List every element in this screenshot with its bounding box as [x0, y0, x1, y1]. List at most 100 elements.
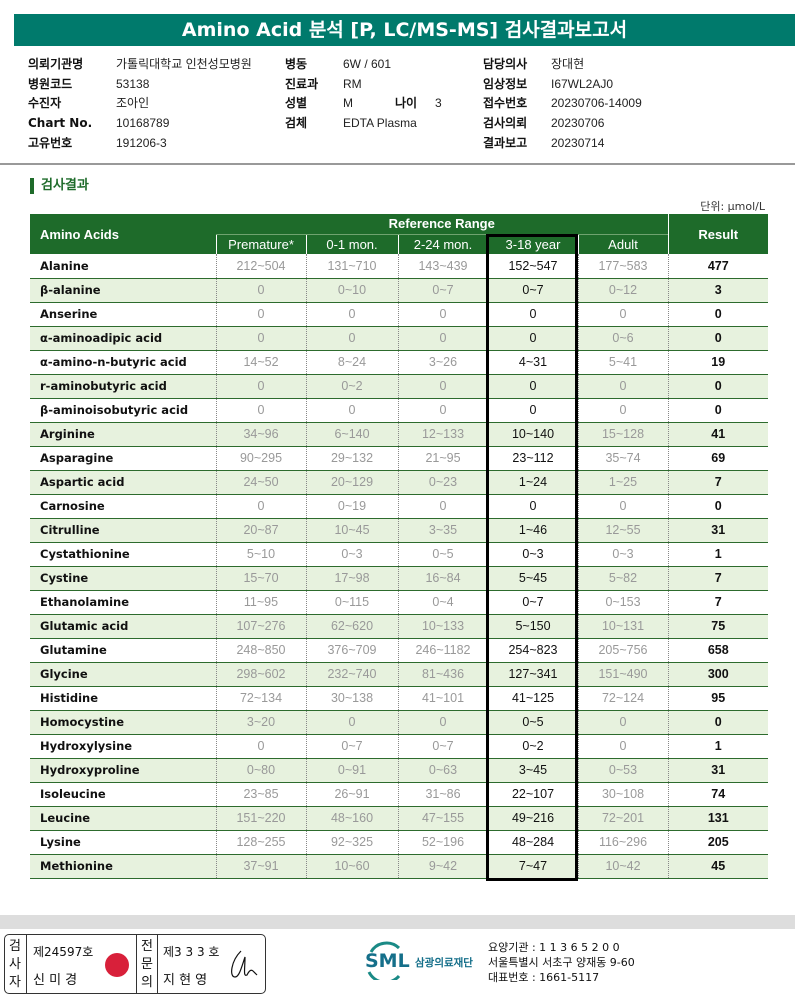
amino-acid-name: Hydroxyproline: [30, 758, 216, 783]
result-value: 74: [667, 782, 768, 807]
reference-range-cell: 0: [577, 494, 668, 519]
reference-range-cell: 107~276: [215, 614, 306, 639]
section-title: 검사결과: [30, 178, 89, 194]
reference-range-cell: 0: [305, 398, 398, 423]
result-value: 31: [667, 758, 768, 783]
reference-range-cell: 4~31: [487, 350, 578, 375]
reference-range-cell: 143~439: [397, 254, 488, 279]
result-value: 7: [667, 566, 768, 591]
reference-range-cell: 29~132: [305, 446, 398, 471]
reference-range-cell: 5~41: [577, 350, 668, 375]
reference-range-cell: 92~325: [305, 830, 398, 855]
reference-range-cell: 48~284: [487, 830, 578, 855]
signature-box: 검사자 제24597호 신 미 경 전문의 제3 3 3 호 지 현 영: [4, 934, 266, 994]
reference-range-cell: 0~2: [487, 734, 578, 759]
info-label: Chart No.: [28, 116, 93, 130]
amino-acid-name: α-amino-n-butyric acid: [30, 350, 216, 375]
unit-label: 단위: μmol/L: [700, 200, 765, 213]
tester-name: 신 미 경: [33, 973, 78, 988]
reference-range-cell: 0: [215, 326, 306, 351]
divider: [157, 935, 158, 993]
header-range-2: 2-24 mon.: [397, 233, 488, 254]
reference-range-cell: 0~5: [397, 542, 488, 567]
reference-range-cell: 0: [577, 734, 668, 759]
reference-range-cell: 246~1182: [397, 638, 488, 663]
reference-range-cell: 376~709: [305, 638, 398, 663]
reference-range-cell: 3~35: [397, 518, 488, 543]
reference-range-cell: 0: [487, 494, 578, 519]
result-value: 3: [667, 278, 768, 303]
reference-range-cell: 1~25: [577, 470, 668, 495]
reference-range-cell: 21~95: [397, 446, 488, 471]
table-row: Carnosine 0 0~19 0 0 0 0: [30, 494, 768, 519]
info-label: 접수번호: [483, 96, 528, 110]
reference-range-cell: 10~60: [305, 854, 398, 879]
reference-range-cell: 0: [305, 326, 398, 351]
amino-acid-name: Methionine: [30, 854, 216, 879]
info-value: 6W / 601: [343, 57, 392, 71]
reference-range-cell: 30~108: [577, 782, 668, 807]
info-value: RM: [343, 77, 362, 91]
reference-range-cell: 0~3: [487, 542, 578, 567]
info-value: 3: [435, 96, 442, 110]
amino-acid-name: α-aminoadipic acid: [30, 326, 216, 351]
reference-range-cell: 0~91: [305, 758, 398, 783]
table-row: Hydroxylysine 0 0~7 0~7 0~2 0 1: [30, 734, 768, 759]
table-row: Homocystine 3~20 0 0 0~5 0 0: [30, 710, 768, 735]
reference-range-cell: 0~2: [305, 374, 398, 399]
reference-range-cell: 0~63: [397, 758, 488, 783]
reference-range-cell: 35~74: [577, 446, 668, 471]
report-title: Amino Acid 분석 [P, LC/MS-MS] 검사결과보고서: [14, 14, 795, 46]
header-result: Result: [667, 214, 768, 254]
reference-range-cell: 0: [215, 374, 306, 399]
reference-range-cell: 0~7: [487, 278, 578, 303]
table-row: Anserine 0 0 0 0 0 0: [30, 302, 768, 327]
info-label: 나이: [395, 96, 418, 110]
info-value: 10168789: [116, 116, 170, 130]
table-row: Lysine 128~255 92~325 52~196 48~284 116~296 20…: [30, 830, 768, 855]
result-value: 69: [667, 446, 768, 471]
result-value: 19: [667, 350, 768, 375]
info-label: 병원코드: [28, 77, 73, 91]
table-row: Cystathionine 5~10 0~3 0~5 0~3 0~3 1: [30, 542, 768, 567]
reference-range-cell: 5~82: [577, 566, 668, 591]
reference-range-cell: 30~138: [305, 686, 398, 711]
result-value: 0: [667, 326, 768, 351]
reference-range-cell: 0: [215, 494, 306, 519]
result-value: 7: [667, 470, 768, 495]
reference-range-cell: 90~295: [215, 446, 306, 471]
amino-acid-name: Isoleucine: [30, 782, 216, 807]
reference-range-cell: 0~23: [397, 470, 488, 495]
info-label: 임상정보: [483, 77, 528, 91]
result-value: 1: [667, 734, 768, 759]
info-value: 장대현: [551, 57, 585, 71]
reference-range-cell: 248~850: [215, 638, 306, 663]
reference-range-cell: 6~140: [305, 422, 398, 447]
results-table: Amino Acids Reference Range Result Prema…: [30, 214, 768, 879]
signature-icon: [231, 950, 258, 978]
reference-range-cell: 0: [487, 398, 578, 423]
amino-acid-name: Glycine: [30, 662, 216, 687]
amino-acid-name: Aspartic acid: [30, 470, 216, 495]
reference-range-cell: 10~140: [487, 422, 578, 447]
reference-range-cell: 0: [487, 374, 578, 399]
reference-range-cell: 0: [215, 278, 306, 303]
table-row: Citrulline 20~87 10~45 3~35 1~46 12~55 31: [30, 518, 768, 543]
reference-range-cell: 177~583: [577, 254, 668, 279]
reference-range-cell: 81~436: [397, 662, 488, 687]
reference-range-cell: 8~24: [305, 350, 398, 375]
doctor-name: 지 현 영: [163, 973, 208, 988]
reference-range-cell: 0: [215, 398, 306, 423]
reference-range-cell: 1~46: [487, 518, 578, 543]
reference-range-cell: 10~42: [577, 854, 668, 879]
reference-range-cell: 0~10: [305, 278, 398, 303]
info-label: 의뢰기관명: [28, 57, 84, 71]
sml-logo: SML 삼광의료재단: [365, 940, 485, 980]
table-row: Arginine 34~96 6~140 12~133 10~140 15~128 41: [30, 422, 768, 447]
reference-range-cell: 0: [487, 326, 578, 351]
reference-range-cell: 23~112: [487, 446, 578, 471]
result-value: 41: [667, 422, 768, 447]
reference-range-cell: 17~98: [305, 566, 398, 591]
amino-acid-name: Carnosine: [30, 494, 216, 519]
reference-range-cell: 12~133: [397, 422, 488, 447]
